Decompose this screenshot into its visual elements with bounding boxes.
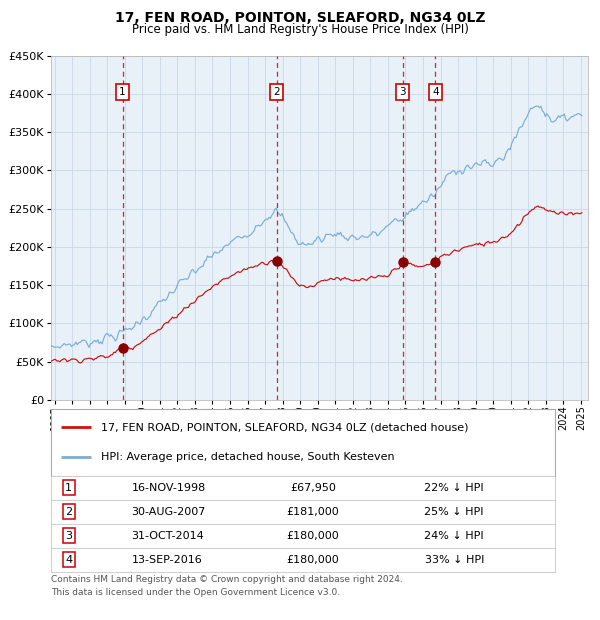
Text: 4: 4 xyxy=(432,87,439,97)
Text: £67,950: £67,950 xyxy=(290,482,336,492)
Text: 3: 3 xyxy=(65,531,72,541)
Text: Contains HM Land Registry data © Crown copyright and database right 2024.: Contains HM Land Registry data © Crown c… xyxy=(51,575,403,583)
Text: 2: 2 xyxy=(65,507,72,516)
Text: 33% ↓ HPI: 33% ↓ HPI xyxy=(425,554,484,565)
Text: 13-SEP-2016: 13-SEP-2016 xyxy=(131,554,202,565)
Text: 22% ↓ HPI: 22% ↓ HPI xyxy=(424,482,484,492)
Text: £180,000: £180,000 xyxy=(287,554,340,565)
Text: 16-NOV-1998: 16-NOV-1998 xyxy=(131,482,206,492)
Text: 4: 4 xyxy=(65,554,72,565)
Text: 17, FEN ROAD, POINTON, SLEAFORD, NG34 0LZ (detached house): 17, FEN ROAD, POINTON, SLEAFORD, NG34 0L… xyxy=(101,422,469,432)
Text: HPI: Average price, detached house, South Kesteven: HPI: Average price, detached house, Sout… xyxy=(101,452,395,462)
Text: 1: 1 xyxy=(65,482,72,492)
Text: £180,000: £180,000 xyxy=(287,531,340,541)
Text: 17, FEN ROAD, POINTON, SLEAFORD, NG34 0LZ: 17, FEN ROAD, POINTON, SLEAFORD, NG34 0L… xyxy=(115,11,485,25)
Text: This data is licensed under the Open Government Licence v3.0.: This data is licensed under the Open Gov… xyxy=(51,588,340,597)
Text: 25% ↓ HPI: 25% ↓ HPI xyxy=(424,507,484,516)
Text: 31-OCT-2014: 31-OCT-2014 xyxy=(131,531,205,541)
Text: 2: 2 xyxy=(274,87,280,97)
Text: 1: 1 xyxy=(119,87,126,97)
Text: £181,000: £181,000 xyxy=(287,507,340,516)
Text: 3: 3 xyxy=(399,87,406,97)
Text: 30-AUG-2007: 30-AUG-2007 xyxy=(131,507,206,516)
Text: 24% ↓ HPI: 24% ↓ HPI xyxy=(424,531,484,541)
Text: Price paid vs. HM Land Registry's House Price Index (HPI): Price paid vs. HM Land Registry's House … xyxy=(131,23,469,36)
